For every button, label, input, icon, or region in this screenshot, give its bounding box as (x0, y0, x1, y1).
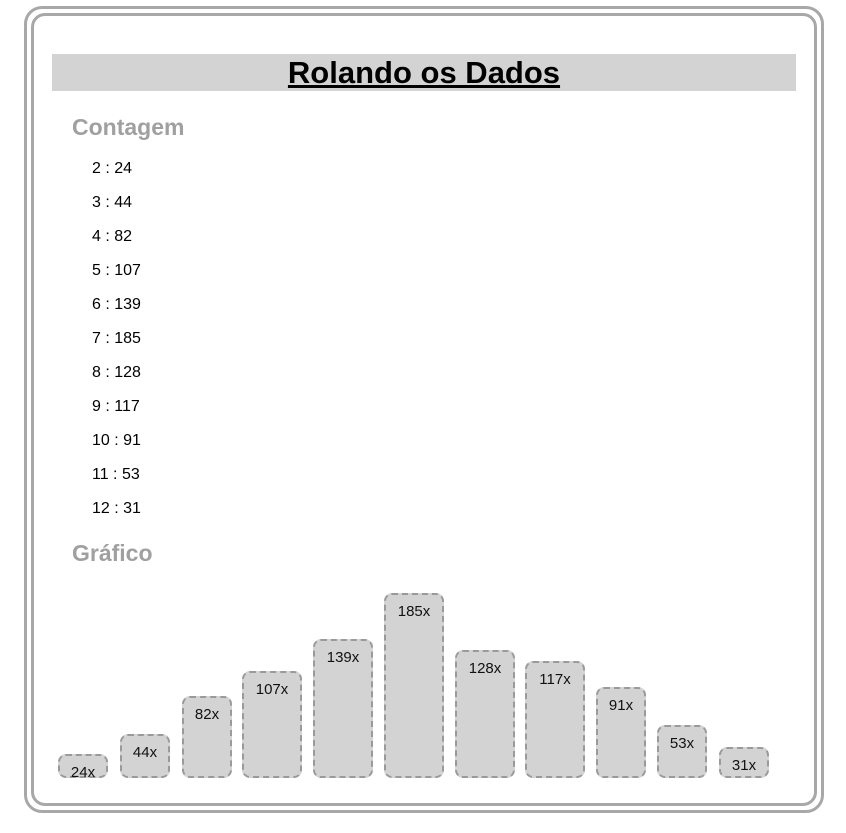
bar-8: 128x (455, 650, 515, 778)
count-value: 82 (114, 228, 132, 245)
bar-value-label: 128x (457, 652, 513, 677)
count-separator: : (101, 262, 114, 279)
count-separator: : (110, 500, 123, 517)
count-separator: : (101, 330, 114, 347)
bar-value-label: 139x (315, 641, 371, 666)
count-item: 12 : 31 (92, 498, 141, 532)
count-separator: : (109, 466, 122, 483)
bar-3: 44x (120, 734, 170, 778)
count-separator: : (101, 194, 114, 211)
count-value: 185 (114, 330, 141, 347)
contagem-heading: Contagem (72, 114, 184, 141)
count-face: 2 (92, 160, 101, 177)
count-face: 7 (92, 330, 101, 347)
bar-value-label: 44x (122, 736, 168, 761)
count-item: 3 : 44 (92, 192, 141, 226)
page-title: Rolando os Dados (52, 54, 796, 91)
count-face: 12 (92, 500, 110, 517)
bar-value-label: 31x (721, 749, 767, 774)
count-item: 4 : 82 (92, 226, 141, 260)
count-value: 31 (123, 500, 141, 517)
count-item: 6 : 139 (92, 294, 141, 328)
count-separator: : (110, 432, 123, 449)
bar-value-label: 53x (659, 727, 705, 752)
bar-value-label: 82x (184, 698, 230, 723)
count-value: 117 (114, 398, 140, 415)
count-face: 6 (92, 296, 101, 313)
count-value: 53 (122, 466, 140, 483)
count-value: 107 (114, 262, 141, 279)
count-item: 7 : 185 (92, 328, 141, 362)
count-separator: : (101, 364, 114, 381)
grafico-heading: Gráfico (72, 540, 153, 567)
count-item: 2 : 24 (92, 158, 141, 192)
bar-value-label: 185x (386, 595, 442, 620)
bar-value-label: 117x (527, 663, 583, 688)
bar-4: 82x (182, 696, 232, 778)
count-separator: : (101, 228, 114, 245)
bar-value-label: 24x (60, 756, 106, 781)
count-item: 9 : 117 (92, 396, 141, 430)
count-item: 11 : 53 (92, 464, 141, 498)
bar-10: 91x (596, 687, 646, 778)
count-item: 8 : 128 (92, 362, 141, 396)
count-face: 10 (92, 432, 110, 449)
count-item: 5 : 107 (92, 260, 141, 294)
count-value: 24 (114, 160, 132, 177)
count-face: 9 (92, 398, 101, 415)
count-separator: : (101, 160, 114, 177)
count-separator: : (101, 296, 114, 313)
bar-9: 117x (525, 661, 585, 778)
bar-2: 24x (58, 754, 108, 778)
bar-value-label: 107x (244, 673, 300, 698)
count-value: 139 (114, 296, 141, 313)
dice-bar-chart: 24x 44x 82x 107x 139x 185x 128x 117x 91x 53x 31x (50, 580, 780, 785)
count-face: 3 (92, 194, 101, 211)
count-value: 91 (123, 432, 141, 449)
bar-5: 107x (242, 671, 302, 778)
count-value: 44 (114, 194, 132, 211)
title-bar: Rolando os Dados (52, 54, 796, 91)
count-face: 11 (92, 466, 109, 483)
count-value: 128 (114, 364, 141, 381)
bar-value-label: 91x (598, 689, 644, 714)
bar-6: 139x (313, 639, 373, 778)
count-item: 10 : 91 (92, 430, 141, 464)
bar-11: 53x (657, 725, 707, 778)
count-face: 4 (92, 228, 101, 245)
count-face: 8 (92, 364, 101, 381)
bar-12: 31x (719, 747, 769, 778)
count-separator: : (101, 398, 114, 415)
count-list: 2 : 24 3 : 44 4 : 82 5 : 107 6 : 139 7 :… (92, 158, 141, 532)
count-face: 5 (92, 262, 101, 279)
bar-7: 185x (384, 593, 444, 778)
